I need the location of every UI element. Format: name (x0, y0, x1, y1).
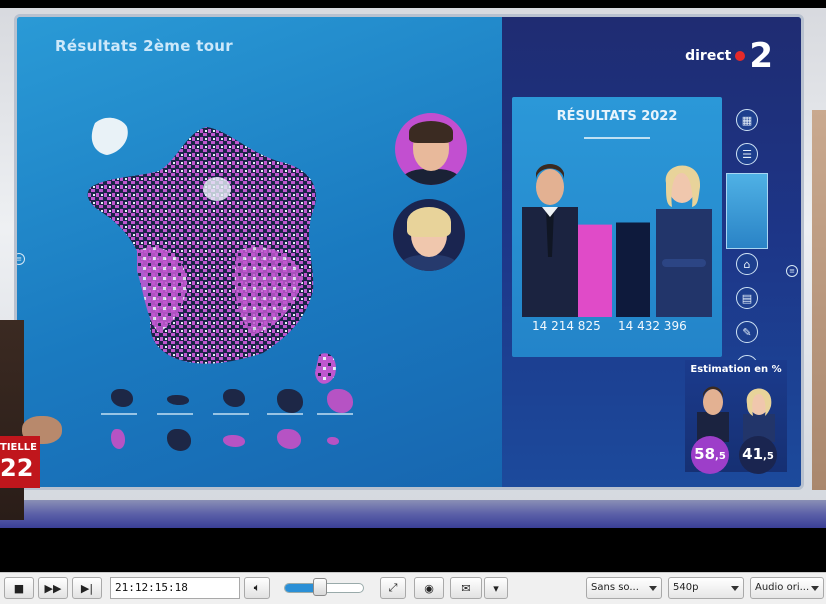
subtitles-value: Sans so... (591, 582, 639, 593)
map-region-idf-inset (91, 117, 128, 155)
studio-touchscreen: Résultats 2ème tour (14, 14, 804, 490)
estimation-lepen-photo (737, 382, 781, 442)
live-dot-icon (735, 51, 746, 61)
left-edge-menu-icon[interactable]: ≡ (17, 253, 25, 265)
chevron-down-icon (649, 586, 657, 591)
stop-button[interactable]: ■ (4, 577, 34, 599)
map-corsica (315, 353, 336, 384)
timecode-field[interactable]: 21:12:15:18 (110, 577, 240, 599)
right-edge-menu-icon[interactable]: ≡ (786, 265, 798, 277)
lower-third-year: 22 (0, 454, 34, 482)
results-card: RÉSULTATS 2022 (512, 97, 722, 357)
forward-button[interactable]: ▶▶ (38, 577, 68, 599)
channel-live-label: direct (685, 48, 732, 64)
quality-value: 540p (673, 582, 699, 593)
player-controls: ■ ▶▶ ▶| 21:12:15:18 🔈︎ ⤢ ◉ ✉ ▾ Sans so..… (0, 572, 826, 604)
channel-logo: direct 2 (685, 39, 773, 73)
skip-next-icon: ▶| (80, 581, 94, 595)
france-results-map (87, 117, 336, 384)
snapshot-button[interactable]: ◉ (414, 577, 444, 599)
overseas-territories-grid (89, 385, 353, 457)
video-frame[interactable]: Résultats 2ème tour (0, 0, 826, 572)
chevron-down-icon (811, 586, 819, 591)
menu-chart-icon[interactable]: ▤ (736, 287, 758, 309)
vote-count-macron: 14 214 825 (532, 319, 601, 333)
estimation-macron-int: 58 (694, 445, 716, 463)
lower-third-banner: TIELLE 22 (0, 436, 40, 488)
menu-preview-thumbnail[interactable] (726, 173, 768, 249)
mail-icon: ✉ (461, 581, 471, 595)
studio-floor (0, 500, 826, 528)
audio-track-select[interactable]: Audio ori... (750, 577, 824, 599)
macron-figure (522, 164, 578, 317)
map-mainland (87, 127, 316, 364)
candidate-lepen-avatar[interactable] (393, 199, 465, 271)
estimation-lepen-int: 41 (742, 445, 764, 463)
estimation-macron-dec: ,5 (715, 451, 726, 462)
subtitles-select[interactable]: Sans so... (586, 577, 662, 599)
results-divider (584, 137, 650, 139)
volume-level-fill (285, 584, 321, 592)
letterbox-top (0, 0, 826, 8)
fullscreen-button[interactable]: ⤢ (380, 577, 406, 599)
map-panel: Résultats 2ème tour (17, 17, 502, 487)
estimation-macron-photo (691, 382, 735, 442)
lepen-figure (656, 165, 712, 317)
menu-list-icon[interactable]: ☰ (736, 143, 758, 165)
estimation-lepen-dec: ,5 (763, 451, 774, 462)
chevron-down-icon (731, 586, 739, 591)
presenter-right (812, 110, 826, 490)
lower-third-caption: TIELLE (0, 442, 37, 453)
volume-slider-thumb[interactable] (313, 578, 327, 596)
candidate-macron-avatar[interactable] (395, 113, 467, 185)
estimation-title: Estimation en % (690, 364, 782, 375)
volume-button[interactable]: 🔈︎ (244, 577, 270, 599)
results-title: RÉSULTATS 2022 (556, 109, 678, 124)
fullscreen-icon: ⤢ (388, 581, 398, 594)
vote-bar-macron (578, 224, 612, 317)
panel-title: Résultats 2ème tour (55, 37, 233, 55)
presenter-left (0, 320, 24, 520)
stop-icon: ■ (13, 581, 25, 595)
menu-building-icon[interactable]: ⌂ (736, 253, 758, 275)
results-panel: direct 2 RÉSULTATS 2022 (502, 17, 801, 487)
next-frame-button[interactable]: ▶| (72, 577, 102, 599)
audio-track-value: Audio ori... (755, 582, 810, 593)
menu-pen-icon[interactable]: ✎ (736, 321, 758, 343)
side-menu: ▦ ☰ ⌂ ▤ ✎ i (724, 93, 770, 423)
chevron-down-icon: ▾ (493, 581, 499, 595)
estimation-box: Estimation en % 58,5 41,5 (685, 360, 787, 474)
menu-map-icon[interactable]: ▦ (736, 109, 758, 131)
speaker-icon: 🔈︎ (253, 581, 261, 594)
vote-bar-lepen (616, 222, 650, 317)
estimation-macron-badge: 58,5 (691, 436, 729, 474)
mail-dropdown-button[interactable]: ▾ (484, 577, 508, 599)
quality-select[interactable]: 540p (668, 577, 744, 599)
camera-icon: ◉ (424, 581, 434, 595)
results-bar-chart (522, 164, 712, 317)
vote-count-lepen: 14 432 396 (618, 319, 687, 333)
fast-forward-icon: ▶▶ (44, 581, 62, 595)
letterbox-bottom (0, 528, 826, 572)
mail-button[interactable]: ✉ (450, 577, 482, 599)
channel-number: 2 (749, 36, 773, 76)
estimation-lepen-badge: 41,5 (739, 436, 777, 474)
